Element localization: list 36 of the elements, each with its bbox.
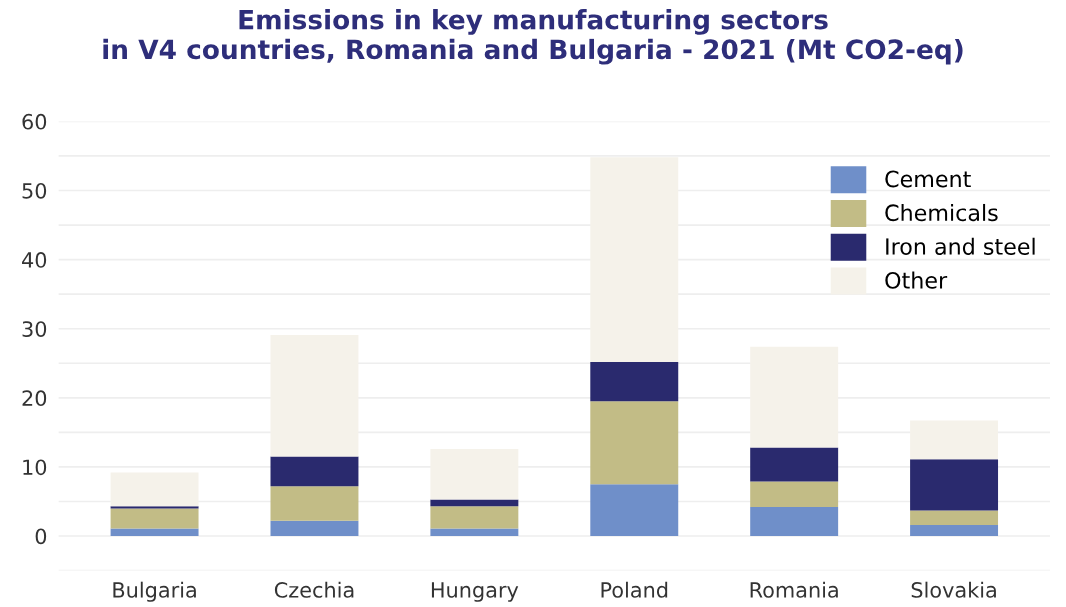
y-tick-label: 50 (22, 182, 47, 199)
bar (270, 486, 359, 521)
bar (750, 481, 839, 507)
bar (910, 524, 999, 537)
legend-label: Iron and steel (886, 237, 1035, 255)
bar (270, 456, 359, 487)
x-tick-label: Hungary (431, 582, 519, 602)
x-tick-label: Romania (750, 581, 838, 598)
bar (590, 484, 679, 537)
legend-label: Cement (885, 170, 971, 188)
x-tick-label: Bulgaria (113, 581, 196, 602)
bar (910, 510, 999, 525)
x-tick-label: Slovakia (911, 581, 996, 598)
x-tick-label: Czechia (274, 581, 354, 598)
bar (110, 508, 199, 529)
chart-title: Emissions in key manufacturing sectors in V4 countries, Romania and Bulgaria - 2021 (Mt CO2-eq) (103, 9, 963, 65)
legend-label: Chemicals (885, 203, 998, 222)
y-tick-label: 40 (22, 252, 47, 268)
bar (430, 506, 519, 529)
legend-label: Other (885, 271, 948, 289)
y-tick-label: 60 (22, 113, 47, 130)
bar (750, 507, 839, 537)
bar (910, 459, 999, 511)
y-tick-label: 10 (23, 459, 47, 476)
y-tick-label: 20 (22, 390, 47, 407)
bar (110, 528, 199, 537)
y-tick-label: 30 (22, 321, 47, 337)
bar (270, 520, 359, 537)
bar (430, 528, 519, 537)
bar (430, 499, 519, 507)
bar (590, 361, 679, 402)
bar (750, 447, 839, 482)
x-tick-label: Poland (601, 581, 668, 598)
bar (590, 401, 679, 485)
y-tick-label: 0 (35, 528, 47, 545)
bar (110, 506, 199, 509)
